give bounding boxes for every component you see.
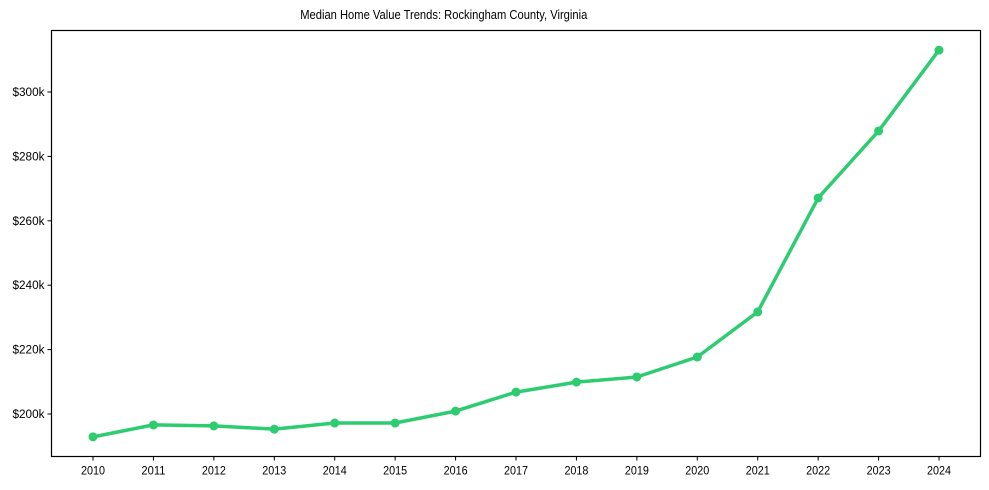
chart-title: Median Home Value Trends: Rockingham Cou… — [300, 7, 588, 22]
x-tick-label: 2010 — [81, 466, 105, 478]
data-point-marker — [148, 420, 158, 430]
x-tick-label: 2018 — [564, 466, 588, 478]
y-tick-label: $280k — [13, 151, 45, 163]
data-point-marker — [692, 352, 702, 362]
x-tick-label: 2023 — [867, 466, 891, 478]
x-tick-label: 2019 — [625, 466, 649, 478]
x-tick-label: 2020 — [685, 466, 709, 478]
data-point-marker — [753, 307, 763, 317]
data-point-marker — [874, 126, 884, 136]
data-point-marker — [88, 432, 98, 442]
y-tick-label: $220k — [13, 345, 45, 357]
data-point-marker — [269, 424, 279, 434]
data-point-marker — [390, 418, 400, 428]
y-tick-label: $200k — [13, 409, 45, 421]
x-tick-label: 2014 — [323, 466, 348, 478]
x-tick-label: 2017 — [504, 466, 528, 478]
x-tick-label: 2012 — [202, 466, 226, 478]
x-tick-label: 2021 — [746, 466, 770, 478]
x-tick-label: 2024 — [927, 466, 952, 478]
x-tick-label: 2022 — [806, 466, 830, 478]
data-series — [88, 45, 944, 442]
y-axis-ticks: $200k $220k $240k $260k $280k $300k — [13, 87, 52, 421]
data-point-marker — [813, 193, 823, 203]
x-tick-label: 2011 — [141, 466, 165, 478]
y-tick-label: $260k — [13, 216, 45, 228]
data-point-marker — [571, 377, 581, 387]
x-tick-label: 2013 — [262, 466, 286, 478]
data-point-marker — [632, 372, 642, 382]
series-line — [91, 48, 941, 439]
data-point-marker — [934, 45, 944, 55]
data-point-marker — [209, 421, 219, 431]
x-axis-ticks: 2010 2011 2012 2013 2014 2015 2016 2017 2018 2019… — [81, 456, 952, 478]
y-tick-label: $240k — [13, 280, 45, 292]
y-tick-label: $300k — [13, 87, 45, 99]
data-point-marker — [511, 387, 521, 397]
data-point-marker — [330, 418, 340, 428]
data-point-marker — [451, 406, 461, 416]
x-tick-label: 2015 — [383, 466, 407, 478]
x-tick-label: 2016 — [444, 466, 468, 478]
plot-frame — [50, 29, 982, 458]
